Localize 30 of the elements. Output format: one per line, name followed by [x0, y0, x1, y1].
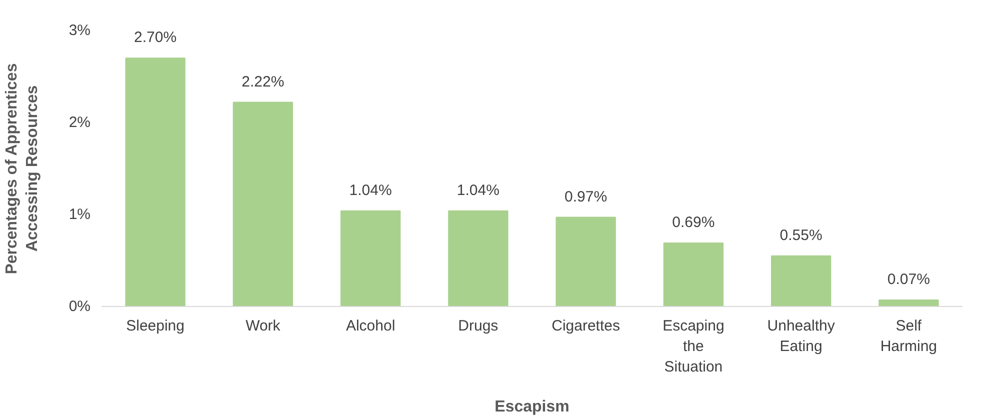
x-tick-label: Drugs [458, 318, 498, 334]
data-label: 0.55% [780, 226, 822, 244]
data-label: 0.07% [887, 271, 930, 288]
bar [232, 102, 294, 306]
data-label: 1.04% [349, 182, 392, 199]
bar [125, 58, 186, 306]
x-tick-label: Unhealthy Eating [767, 318, 836, 355]
y-axis-title: Percentages of Apprentices Accessing Resources [3, 63, 41, 274]
y-tick-label: 3% [68, 22, 91, 39]
data-label: 0.97% [564, 188, 608, 206]
bar [448, 210, 508, 306]
y-tick-label: 0% [68, 298, 91, 315]
y-tick-label: 2% [68, 114, 91, 131]
x-tick-label: Self Harming [880, 318, 938, 355]
data-label: 2.22% [242, 73, 284, 90]
bar [663, 242, 724, 306]
data-label: 2.70% [134, 29, 177, 46]
x-tick-label: Sleeping [126, 318, 185, 334]
data-label: 0.69% [672, 214, 715, 232]
x-tick-label: Cigarettes [552, 318, 620, 334]
bar [770, 255, 832, 306]
x-tick-label: Work [246, 318, 281, 334]
x-tick-label: Escaping the Situation [662, 318, 724, 376]
bar [556, 216, 616, 306]
x-tick-label: Alcohol [346, 318, 396, 334]
bar [878, 300, 939, 306]
data-label: 1.04% [456, 182, 500, 199]
y-tick-label: 1% [68, 206, 91, 223]
bar [340, 210, 401, 306]
x-axis-title: Escapism [494, 398, 570, 416]
